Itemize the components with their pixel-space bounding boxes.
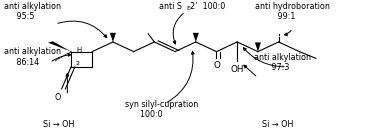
- Text: anti alkylation
     95:5: anti alkylation 95:5: [5, 2, 62, 21]
- Text: Si → OH: Si → OH: [262, 120, 293, 129]
- Text: anti alkylation
       97:3: anti alkylation 97:3: [254, 53, 311, 72]
- Text: syn silyl-cupration
      100:0: syn silyl-cupration 100:0: [125, 100, 198, 119]
- Text: anti S: anti S: [159, 2, 182, 11]
- Polygon shape: [193, 33, 199, 42]
- Text: anti alkylation
     86:14: anti alkylation 86:14: [5, 48, 62, 67]
- Text: anti hydroboration
         99:1: anti hydroboration 99:1: [255, 2, 330, 21]
- Text: E: E: [186, 6, 190, 11]
- Text: H: H: [76, 47, 81, 53]
- Text: 2’  100:0: 2’ 100:0: [190, 2, 225, 11]
- Text: OH: OH: [231, 65, 244, 74]
- Text: Si → OH: Si → OH: [43, 120, 75, 129]
- Text: O: O: [55, 93, 61, 102]
- Polygon shape: [110, 33, 116, 42]
- Polygon shape: [255, 42, 261, 52]
- Text: 2: 2: [76, 61, 80, 66]
- Text: O: O: [213, 61, 220, 70]
- Polygon shape: [48, 41, 71, 52]
